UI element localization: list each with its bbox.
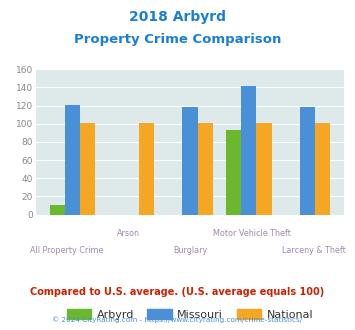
- Text: All Property Crime: All Property Crime: [29, 246, 103, 255]
- Text: 2018 Arbyrd: 2018 Arbyrd: [129, 10, 226, 24]
- Bar: [315, 123, 330, 214]
- Bar: [256, 123, 272, 214]
- Bar: [226, 130, 241, 214]
- Bar: [80, 123, 95, 214]
- Text: Burglary: Burglary: [173, 246, 207, 255]
- Bar: [65, 105, 80, 214]
- Bar: [198, 123, 213, 214]
- Text: Property Crime Comparison: Property Crime Comparison: [74, 33, 281, 46]
- Bar: [241, 85, 256, 214]
- Text: © 2024 CityRating.com - https://www.cityrating.com/crime-statistics/: © 2024 CityRating.com - https://www.city…: [53, 317, 302, 323]
- Text: Larceny & Theft: Larceny & Theft: [282, 246, 345, 255]
- Bar: [300, 107, 315, 214]
- Text: Motor Vehicle Theft: Motor Vehicle Theft: [213, 229, 291, 238]
- Bar: [182, 107, 198, 214]
- Bar: [50, 205, 65, 214]
- Text: Compared to U.S. average. (U.S. average equals 100): Compared to U.S. average. (U.S. average …: [31, 287, 324, 297]
- Bar: [139, 123, 154, 214]
- Text: Arson: Arson: [117, 229, 140, 238]
- Legend: Arbyrd, Missouri, National: Arbyrd, Missouri, National: [62, 304, 318, 324]
